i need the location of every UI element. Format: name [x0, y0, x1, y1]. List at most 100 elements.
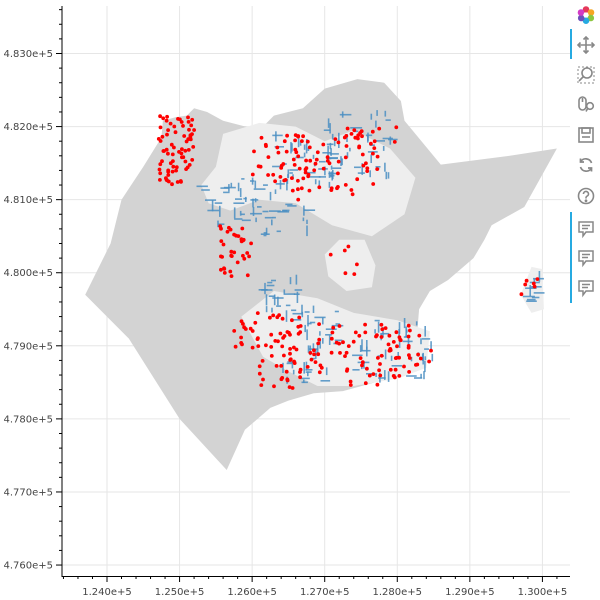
data-point — [308, 158, 313, 163]
hover-tool-button-3[interactable] — [576, 278, 596, 298]
data-point — [292, 345, 296, 350]
box-zoom-tool-button[interactable] — [576, 65, 596, 85]
data-point — [329, 336, 334, 341]
data-point — [219, 254, 223, 259]
data-point — [158, 125, 163, 130]
building-shape — [214, 202, 223, 204]
data-point — [288, 351, 292, 356]
building-shape — [332, 169, 334, 180]
data-point — [294, 347, 299, 352]
building-shape — [316, 342, 319, 353]
building-shape — [324, 166, 326, 176]
wheel-zoom-tool-button[interactable] — [576, 95, 596, 115]
data-point — [182, 134, 187, 138]
hover-tool-button-2[interactable] — [576, 248, 596, 268]
data-point — [314, 157, 319, 162]
data-point — [312, 352, 316, 357]
bokeh-logo[interactable] — [576, 5, 596, 25]
building-shape — [289, 277, 292, 285]
data-point — [174, 168, 179, 173]
building-shape — [285, 304, 291, 307]
data-point — [408, 328, 412, 333]
data-point — [353, 330, 358, 335]
reset-tool-button[interactable] — [576, 155, 596, 175]
save-tool-button[interactable] — [576, 125, 596, 145]
data-point — [375, 154, 380, 159]
data-point — [343, 271, 348, 276]
building-shape — [424, 326, 426, 337]
hover-tool-button-1[interactable] — [576, 219, 596, 239]
data-point — [187, 127, 191, 132]
data-point — [243, 327, 248, 331]
data-point — [296, 134, 301, 138]
building-shape — [361, 163, 363, 175]
data-point — [181, 124, 185, 128]
data-point — [240, 226, 245, 231]
building-shape — [287, 205, 297, 207]
data-point — [348, 379, 353, 384]
data-point — [186, 115, 190, 120]
building-shape — [285, 203, 293, 206]
building-shape — [275, 131, 277, 142]
building-shape — [285, 310, 288, 322]
data-point — [166, 173, 171, 177]
data-point — [241, 253, 245, 258]
building-shape — [307, 322, 312, 325]
help-tool-button[interactable] — [576, 186, 596, 206]
data-point — [316, 352, 321, 357]
data-point — [284, 369, 289, 374]
data-point — [228, 269, 233, 274]
building-shape — [265, 294, 268, 306]
data-point — [369, 141, 373, 146]
building-shape — [291, 309, 297, 312]
data-point — [360, 152, 365, 157]
data-point — [398, 337, 403, 342]
building-shape — [320, 380, 331, 382]
data-point — [402, 364, 406, 369]
building-shape — [265, 306, 268, 313]
data-point — [260, 359, 265, 363]
pan-tool-button[interactable] — [576, 35, 596, 55]
data-point — [229, 274, 234, 278]
x-tick-label: 1.250e+5 — [155, 587, 205, 598]
building-shape — [205, 199, 217, 201]
data-point — [279, 364, 284, 368]
building-shape — [403, 336, 408, 338]
data-point — [291, 157, 296, 162]
building-shape — [341, 158, 343, 166]
data-point — [349, 132, 354, 136]
data-point — [269, 345, 274, 349]
data-point — [360, 360, 365, 365]
building-shape — [357, 172, 365, 174]
building-shape — [349, 147, 351, 152]
building-shape — [385, 119, 391, 121]
data-point — [523, 282, 528, 287]
data-point — [180, 155, 184, 160]
data-point — [282, 334, 287, 338]
data-point — [158, 171, 163, 176]
x-tick-label: 1.290e+5 — [445, 587, 495, 598]
data-point — [297, 315, 302, 320]
building-shape — [250, 212, 262, 215]
data-point — [519, 292, 524, 297]
data-point — [336, 159, 341, 164]
building-shape — [301, 304, 303, 315]
building-shape — [377, 321, 380, 333]
building-shape — [430, 341, 432, 349]
building-shape — [322, 152, 332, 154]
data-point — [250, 172, 255, 177]
data-point — [361, 163, 366, 168]
building-shape — [304, 324, 306, 333]
building-shape — [252, 206, 255, 216]
y-tick-label: 4.780e+5 — [3, 414, 53, 425]
building-shape — [325, 328, 337, 330]
data-point — [418, 356, 423, 361]
data-point — [329, 188, 334, 193]
data-point — [235, 260, 240, 265]
data-point — [391, 340, 396, 344]
data-point — [337, 341, 341, 346]
data-point — [376, 356, 380, 360]
data-point — [166, 128, 171, 133]
building-shape — [295, 274, 298, 285]
